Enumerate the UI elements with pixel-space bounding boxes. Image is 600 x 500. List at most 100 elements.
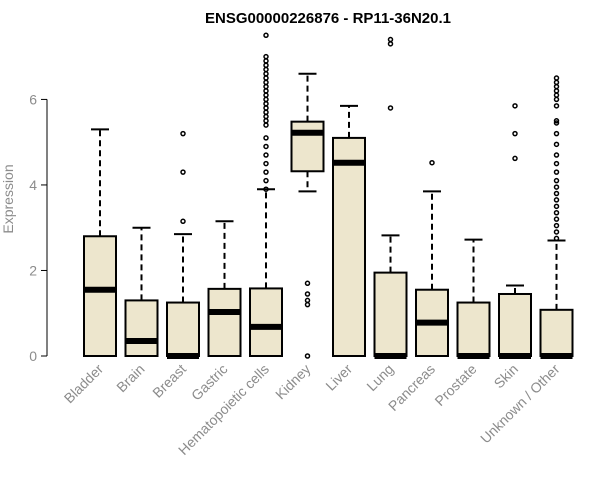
outlier-point: [263, 92, 269, 98]
box-bladder: [83, 128, 117, 357]
box-iqr: [290, 120, 325, 173]
outlier-point: [553, 160, 560, 167]
outlier-point: [263, 88, 269, 94]
x-tick-label: Bladder: [61, 361, 107, 407]
outlier-point: [553, 190, 560, 197]
outlier-point: [263, 169, 269, 175]
outlier-point: [553, 96, 560, 103]
outlier-point: [263, 62, 269, 68]
outlier-point: [263, 83, 269, 90]
y-axis: 0 2 4 6: [29, 91, 48, 364]
outlier-point: [553, 79, 560, 86]
box-hematopoietic-cells: [249, 32, 283, 357]
y-tick-label: 0: [29, 348, 37, 364]
box-iqr: [373, 271, 408, 358]
outlier-point: [263, 53, 269, 60]
x-tick-label: Unknown / Other: [477, 361, 563, 447]
outlier-point: [304, 301, 311, 308]
outlier-point: [553, 184, 560, 190]
outlier-point: [263, 32, 269, 39]
outlier-point: [263, 143, 269, 150]
outlier-point: [512, 130, 518, 137]
box-iqr: [207, 287, 242, 358]
outlier-point: [180, 218, 186, 225]
outlier-point: [263, 186, 269, 192]
outlier-point: [263, 79, 269, 86]
outlier-point: [263, 75, 269, 81]
box-kidney: [290, 72, 325, 359]
outlier-point: [263, 100, 269, 107]
y-axis-label: Expression: [0, 164, 16, 233]
outlier-point: [553, 103, 560, 109]
outlier-point: [553, 92, 560, 98]
box-unknown-other: [539, 75, 574, 359]
box-iqr: [83, 235, 117, 357]
outlier-point: [553, 216, 560, 222]
outlier-point: [553, 83, 560, 90]
outlier-point: [263, 66, 269, 73]
outlier-point: [304, 297, 311, 304]
outlier-point: [387, 36, 394, 43]
outlier-point: [263, 152, 269, 158]
chart-title: ENSG00000226876 - RP11-36N20.1: [205, 10, 451, 27]
outlier-point: [553, 235, 560, 242]
outlier-point: [553, 141, 560, 148]
outlier-point: [429, 159, 435, 166]
x-tick-label: Lung: [363, 361, 396, 394]
outlier-point: [304, 291, 311, 297]
outlier-point: [553, 169, 560, 175]
box-iqr: [249, 287, 283, 357]
y-tick-label: 6: [29, 91, 37, 107]
outlier-point: [553, 177, 560, 184]
outlier-point: [512, 155, 518, 162]
outlier-point: [263, 160, 269, 167]
x-tick-label: Breast: [149, 361, 189, 401]
outlier-point: [263, 113, 269, 120]
y-tick-label: 4: [29, 177, 37, 193]
outlier-point: [263, 58, 269, 64]
outlier-point: [387, 105, 394, 111]
outlier-point: [180, 169, 186, 175]
outlier-point: [180, 130, 186, 137]
outlier-point: [263, 109, 269, 115]
outlier-point: [553, 209, 560, 216]
outlier-point: [263, 118, 269, 124]
box-gastric: [207, 220, 242, 358]
outlier-point: [553, 229, 560, 235]
y-tick-label: 2: [29, 262, 37, 278]
box-iqr: [124, 299, 159, 358]
x-tick-label: Prostate: [431, 361, 479, 409]
box-iqr: [456, 301, 491, 357]
outlier-point: [553, 118, 560, 124]
box-brain: [124, 226, 159, 358]
box-pancreas: [415, 159, 449, 357]
outlier-point: [304, 280, 311, 287]
box-lung: [373, 36, 408, 359]
outlier-point: [553, 88, 560, 94]
box-liver: [332, 104, 366, 357]
outlier-point: [553, 120, 560, 126]
boxes: [83, 32, 574, 359]
box-iqr: [498, 292, 532, 357]
outlier-point: [553, 130, 560, 137]
outlier-point: [304, 353, 311, 359]
outlier-point: [553, 152, 560, 158]
outlier-point: [512, 103, 518, 109]
x-tick-label: Liver: [322, 361, 355, 394]
box-skin: [498, 103, 532, 359]
outlier-point: [263, 96, 269, 103]
outlier-point: [553, 75, 560, 81]
outlier-point: [263, 71, 269, 77]
outlier-point: [263, 135, 269, 141]
outlier-point: [553, 222, 560, 229]
box-iqr: [166, 301, 200, 357]
x-tick-label: Brain: [113, 361, 147, 395]
box-iqr: [332, 136, 366, 357]
outlier-point: [553, 203, 560, 210]
outlier-point: [263, 105, 269, 111]
outlier-point: [387, 41, 394, 47]
outlier-point: [263, 122, 269, 128]
